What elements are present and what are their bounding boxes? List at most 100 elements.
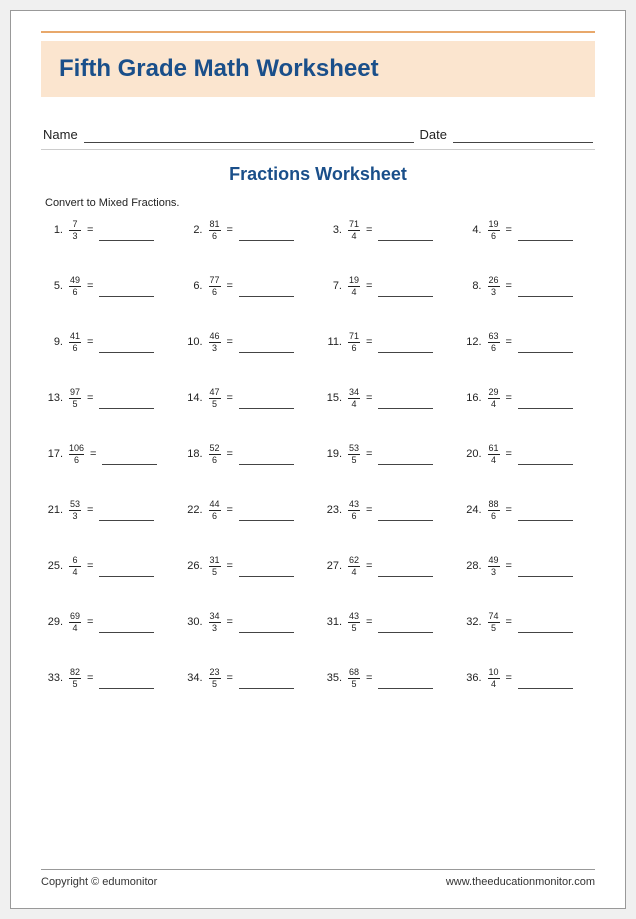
answer-line[interactable] [518,621,573,633]
fraction-denominator: 4 [491,399,496,409]
problem-number: 25. [43,560,63,572]
answer-line[interactable] [518,677,573,689]
problem: 5.496= [43,275,175,297]
answer-line[interactable] [518,285,573,297]
problem-number: 33. [43,672,63,684]
fraction-denominator: 6 [351,343,356,353]
answer-line[interactable] [239,285,294,297]
problem: 19.535= [322,443,454,465]
fraction: 535 [348,444,360,465]
answer-line[interactable] [518,341,573,353]
problem-number: 1. [43,224,63,236]
answer-line[interactable] [378,285,433,297]
answer-line[interactable] [518,509,573,521]
equals-sign: = [506,392,512,404]
answer-line[interactable] [99,677,154,689]
equals-sign: = [87,224,93,236]
fraction: 714 [348,220,360,241]
problem-number: 18. [183,448,203,460]
equals-sign: = [506,504,512,516]
answer-line[interactable] [378,509,433,521]
fraction: 446 [209,500,221,521]
fraction-numerator: 53 [70,500,80,510]
answer-line[interactable] [378,397,433,409]
fraction: 435 [348,612,360,633]
equals-sign: = [90,448,96,460]
problem-number: 32. [462,616,482,628]
fraction: 235 [209,668,221,689]
fraction-numerator: 6 [72,556,77,566]
problem: 29.694= [43,611,175,633]
date-input-line[interactable] [453,127,593,143]
answer-line[interactable] [378,621,433,633]
problem: 24.886= [462,499,594,521]
answer-line[interactable] [102,453,157,465]
answer-line[interactable] [239,509,294,521]
equals-sign: = [227,672,233,684]
answer-line[interactable] [518,453,573,465]
problem-number: 26. [183,560,203,572]
fraction: 463 [209,332,221,353]
equals-sign: = [506,336,512,348]
answer-line[interactable] [239,621,294,633]
problem-number: 17. [43,448,63,460]
fraction-denominator: 5 [351,679,356,689]
answer-line[interactable] [378,565,433,577]
answer-line[interactable] [378,341,433,353]
equals-sign: = [227,560,233,572]
problem-number: 13. [43,392,63,404]
problem-number: 12. [462,336,482,348]
answer-line[interactable] [239,341,294,353]
problem: 31.435= [322,611,454,633]
problem-number: 7. [322,280,342,292]
problem: 3.714= [322,219,454,241]
answer-line[interactable] [99,621,154,633]
answer-line[interactable] [378,453,433,465]
subtitle: Fractions Worksheet [41,164,595,185]
equals-sign: = [366,392,372,404]
fraction-numerator: 63 [488,332,498,342]
problem: 11.716= [322,331,454,353]
answer-line[interactable] [378,677,433,689]
fraction: 636 [488,332,500,353]
fraction: 745 [488,612,500,633]
problem: 28.493= [462,555,594,577]
answer-line[interactable] [99,509,154,521]
problem: 21.533= [43,499,175,521]
answer-line[interactable] [518,397,573,409]
fraction-numerator: 62 [349,556,359,566]
problem-number: 15. [322,392,342,404]
fraction-numerator: 41 [70,332,80,342]
fraction-denominator: 5 [212,399,217,409]
fraction: 825 [69,668,81,689]
fraction: 475 [209,388,221,409]
problem: 25.64= [43,555,175,577]
footer: Copyright © edumonitor www.theeducationm… [41,869,595,888]
problem-number: 11. [322,336,342,348]
answer-line[interactable] [99,565,154,577]
fraction-numerator: 49 [70,276,80,286]
problem-number: 23. [322,504,342,516]
fraction-denominator: 3 [212,343,217,353]
answer-line[interactable] [99,229,154,241]
answer-line[interactable] [99,285,154,297]
problem-number: 4. [462,224,482,236]
equals-sign: = [87,336,93,348]
answer-line[interactable] [99,341,154,353]
answer-line[interactable] [239,453,294,465]
answer-line[interactable] [378,229,433,241]
answer-line[interactable] [239,229,294,241]
answer-line[interactable] [518,565,573,577]
fraction: 716 [348,332,360,353]
fraction-numerator: 52 [209,444,219,454]
fraction-denominator: 4 [351,567,356,577]
answer-line[interactable] [239,397,294,409]
fraction: 263 [488,276,500,297]
divider-line [41,149,595,150]
answer-line[interactable] [518,229,573,241]
answer-line[interactable] [239,677,294,689]
answer-line[interactable] [239,565,294,577]
name-input-line[interactable] [84,127,414,143]
answer-line[interactable] [99,397,154,409]
fraction-numerator: 71 [349,332,359,342]
